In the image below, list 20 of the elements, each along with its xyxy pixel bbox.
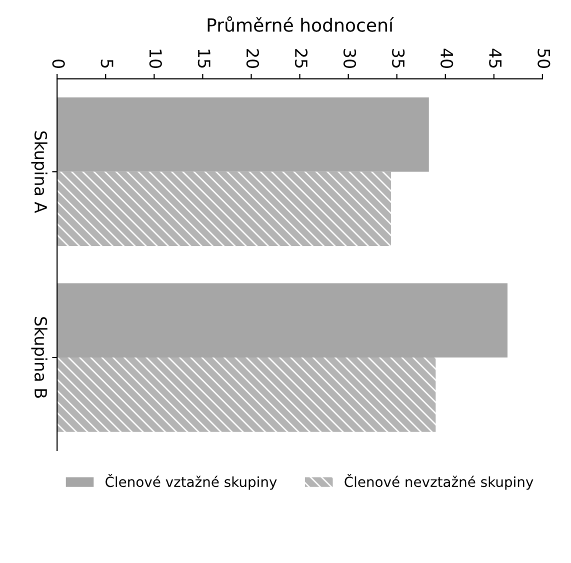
- x-tick-label: 50: [538, 49, 550, 68]
- x-tick-label: 10: [149, 50, 162, 68]
- x-tick-label: 30: [343, 49, 356, 68]
- y-tick-label: Skupina B: [31, 317, 48, 398]
- chart-title: Průměrné hodnocení: [208, 16, 394, 32]
- bar: [57, 283, 508, 358]
- legend-label: Členové vztažné skupiny: [106, 474, 277, 490]
- y-tick-label: Skupina A: [31, 131, 48, 214]
- legend-label: Členové nevztažné skupiny: [344, 474, 534, 490]
- bar: [57, 97, 429, 172]
- x-tick-label: 5: [100, 60, 114, 68]
- x-tick-label: 40: [440, 48, 454, 68]
- bar: [57, 172, 392, 246]
- x-tick-label: 25: [294, 49, 308, 68]
- x-tick-label: 15: [198, 50, 210, 68]
- bar: [57, 358, 436, 432]
- x-tick-label: 20: [246, 49, 260, 68]
- x-tick-label: 45: [489, 48, 502, 68]
- x-tick-label: 35: [392, 49, 405, 68]
- x-tick-label: 0: [52, 60, 65, 68]
